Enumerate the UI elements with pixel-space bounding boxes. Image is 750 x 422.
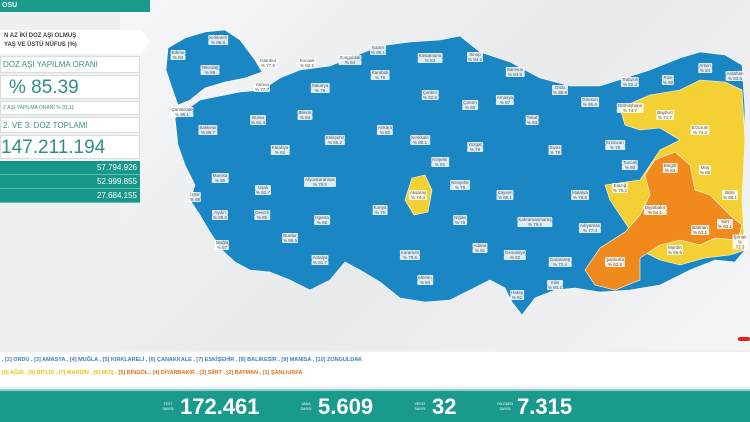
dose-rate-value: % 85.39: [0, 75, 140, 99]
panel-title: N AZ İKİ DOZ AŞI OLMUŞ YAŞ VE ÜSTÜ NÜFUS…: [0, 30, 150, 54]
ranking-legend: , [2] ORDU , [3] AMASYA , [4] MUĞLA , [5…: [0, 352, 750, 386]
bottom-ranking-line: [9] AĞRI , [8] BİTLİS , [7] MARDİN , [6]…: [2, 370, 302, 376]
dose-row-1: 57.794.926: [0, 161, 140, 175]
stat-recovered: İYİLEŞEN SAYISI 7.315: [497, 394, 572, 420]
header-bar: OSU: [0, 0, 150, 12]
first-dose-rate: Z AŞI YAPILMA ORANI % 93.11: [0, 101, 140, 115]
stat-case: VAKA SAYISI 5.609: [298, 394, 373, 420]
bottom-ranking-yellow: [9] AĞRI , [8] BİTLİS , [7] MARDİN , [6]…: [2, 370, 117, 376]
dose-row-3: 27.684.155: [0, 189, 140, 203]
dose-rate-label: DOZ AŞI YAPILMA ORANI: [0, 56, 140, 73]
stat-value: 7.315: [517, 394, 573, 419]
top-ranking-line: , [2] ORDU , [3] AMASYA , [4] MUĞLA , [5…: [2, 357, 363, 363]
map-region-anatolia[interactable]: [174, 35, 746, 316]
panel-title-line1: N AZ İKİ DOZ AŞI OLMUŞ: [4, 33, 77, 39]
stat-test: TEST SAYISI 172.461: [160, 394, 260, 420]
stat-label: TEST SAYISI: [162, 402, 174, 411]
total-label: 2. VE 3. DOZ TOPLAMI: [0, 117, 140, 133]
stat-label: İYİLEŞEN SAYISI: [497, 402, 513, 411]
map-region-orange[interactable]: [584, 151, 743, 291]
dose-row-2: 52.999.855: [0, 175, 140, 189]
stat-value: 5.609: [318, 394, 374, 419]
panel-title-line2: YAŞ VE ÜSTÜ NÜFUS (%): [4, 42, 77, 48]
daily-stats-bar: TEST SAYISI 172.461 VAKA SAYISI 5.609 VE…: [0, 389, 750, 422]
vaccination-summary-panel: N AZ İKİ DOZ AŞI OLMUŞ YAŞ VE ÜSTÜ NÜFUS…: [0, 30, 150, 203]
stat-value: 32: [432, 394, 457, 419]
dose-rows: 57.794.926 52.999.855 27.684.155: [0, 161, 140, 203]
stat-label: VAKA SAYISI: [300, 402, 312, 411]
total-value: 147.211.194: [0, 135, 140, 159]
stat-label: VEFAT SAYISI: [414, 402, 426, 411]
bottom-ranking-orange: [5] BİNGÖL , [4] DİYARBAKIR , [3] SİİRT …: [117, 370, 303, 376]
stat-value: 172.461: [180, 394, 260, 419]
stat-death: VEFAT SAYISI 32: [412, 394, 456, 420]
red-marker: [738, 337, 750, 341]
